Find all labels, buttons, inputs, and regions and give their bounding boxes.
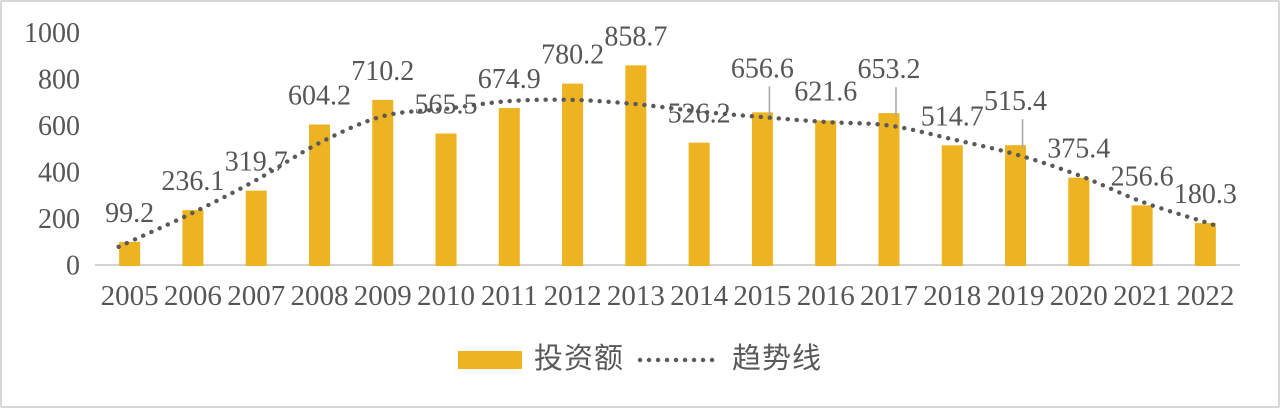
- bar-2022: [1194, 223, 1216, 266]
- y-axis-tick-label: 1000: [24, 18, 80, 49]
- trendline-dotted: [116, 97, 1219, 250]
- data-label-2022: 180.3: [1174, 179, 1237, 210]
- bar-2013: [625, 65, 647, 266]
- bar-2014: [688, 142, 710, 266]
- y-axis-tick-label: 600: [38, 111, 80, 142]
- data-label-2014: 526.2: [668, 99, 731, 130]
- x-axis-label-2015: 2015: [733, 280, 791, 312]
- legend-bar-swatch: [457, 350, 522, 369]
- x-axis-label-2010: 2010: [417, 280, 475, 312]
- x-axis-label-2020: 2020: [1050, 280, 1108, 312]
- bar-2012: [562, 83, 584, 266]
- bar-2020: [1068, 177, 1090, 266]
- data-label-2017: 653.2: [857, 54, 920, 85]
- bar-2021: [1131, 205, 1153, 266]
- data-label-2016: 621.6: [794, 76, 857, 107]
- y-axis-tick-label: 0: [66, 251, 80, 282]
- x-axis-label-2014: 2014: [670, 280, 729, 312]
- bar-2018: [941, 145, 963, 266]
- data-label-2011: 674.9: [478, 64, 541, 95]
- x-axis-label-2013: 2013: [607, 280, 665, 312]
- x-axis-label-2006: 2006: [164, 280, 222, 312]
- bar-2010: [435, 133, 457, 266]
- data-label-2007: 319.7: [225, 147, 288, 178]
- x-axis-label-2012: 2012: [544, 280, 602, 312]
- data-label-2021: 256.6: [1111, 161, 1174, 192]
- x-axis-label-2009: 2009: [354, 280, 412, 312]
- y-axis-tick-label: 400: [38, 158, 80, 189]
- data-label-2015: 656.6: [731, 53, 794, 84]
- bar-2019: [1005, 145, 1027, 266]
- x-axis-label-2007: 2007: [227, 280, 285, 312]
- data-label-2020: 375.4: [1047, 134, 1110, 165]
- bar-2016: [815, 120, 837, 266]
- x-axis-label-2018: 2018: [923, 280, 981, 312]
- bar-2017: [878, 113, 900, 266]
- chart-legend: 投资额 趋势线: [2, 345, 1278, 374]
- bar-2015: [751, 112, 773, 266]
- legend-trendline-swatch: [637, 357, 719, 362]
- x-axis-label-2022: 2022: [1176, 280, 1234, 312]
- bar-2005: [119, 241, 141, 266]
- data-label-2013: 858.7: [604, 21, 667, 52]
- bar-2011: [498, 108, 520, 266]
- x-axis-label-2011: 2011: [481, 280, 538, 312]
- data-label-2009: 710.2: [351, 56, 414, 87]
- data-label-2010: 565.5: [415, 90, 478, 121]
- y-axis-tick-label: 800: [38, 65, 80, 96]
- x-axis-label-2005: 2005: [101, 280, 159, 312]
- data-label-2012: 780.2: [541, 40, 604, 71]
- data-label-2018: 514.7: [921, 101, 984, 132]
- y-axis-tick-label: 200: [38, 204, 80, 235]
- x-axis-label-2016: 2016: [797, 280, 855, 312]
- bar-2008: [308, 124, 330, 266]
- data-label-2006: 236.1: [161, 166, 224, 197]
- data-label-2008: 604.2: [288, 81, 351, 112]
- x-axis-label-2017: 2017: [860, 280, 918, 312]
- x-axis-label-2008: 2008: [290, 280, 348, 312]
- bar-2006: [182, 210, 204, 266]
- x-axis-label-2019: 2019: [987, 280, 1045, 312]
- bar-2007: [245, 190, 267, 266]
- legend-bar-label: 投资额: [533, 343, 624, 375]
- x-axis-label-2021: 2021: [1113, 280, 1171, 312]
- bar-2009: [372, 99, 394, 266]
- data-label-2019: 515.4: [984, 86, 1047, 117]
- legend-trend-label: 趋势线: [732, 343, 823, 375]
- data-label-2005: 99.2: [105, 198, 154, 229]
